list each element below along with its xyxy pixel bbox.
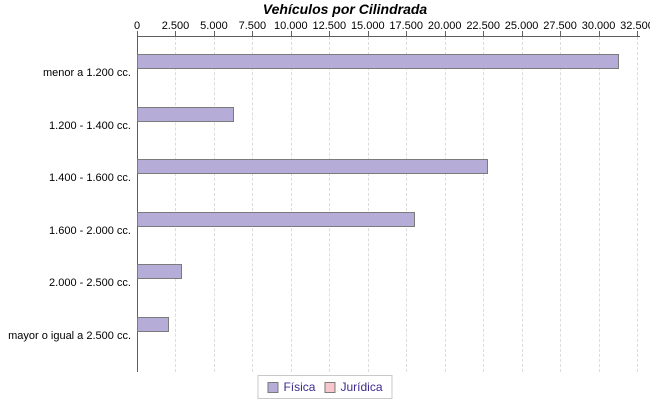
bar-fisica	[137, 264, 182, 280]
x-axis-tick-mark	[406, 31, 408, 36]
legend-swatch-icon	[267, 381, 279, 393]
x-axis-tick-mark	[252, 31, 254, 36]
vertical-gridline	[560, 37, 562, 372]
x-axis-tick-mark	[175, 31, 177, 36]
x-axis-tick-label: 5.000	[200, 20, 228, 32]
legend-item-fisica: Física	[267, 380, 315, 394]
x-axis-tick-mark	[598, 31, 600, 36]
vertical-gridline	[406, 37, 408, 372]
x-axis-tick-label: 25.000	[504, 20, 539, 32]
x-axis-tick-mark	[444, 31, 446, 36]
vertical-gridline	[367, 37, 369, 372]
chart-title: Vehículos por Cilindrada	[262, 1, 428, 17]
legend-swatch-icon	[324, 381, 336, 393]
bar-fisica	[137, 106, 234, 122]
vertical-gridline	[521, 37, 523, 372]
x-axis-tick-mark	[521, 31, 523, 36]
vertical-gridline	[598, 37, 600, 372]
category-label: 1.200 - 1.400 cc.	[49, 119, 131, 132]
x-axis-tick-mark	[483, 31, 485, 36]
legend-item-juridica: Jurídica	[324, 380, 383, 394]
vertical-gridline	[290, 37, 292, 372]
legend-label: Jurídica	[340, 380, 383, 394]
vertical-gridline	[637, 37, 638, 372]
x-axis-tick-label: 15.000	[350, 20, 385, 32]
x-axis-tick-label: 27.500	[543, 20, 577, 32]
x-axis-tick-label: 2.500	[161, 20, 190, 32]
vertical-gridline	[444, 37, 446, 372]
x-axis-tick-label: 30.000	[581, 20, 616, 32]
x-axis-tick-label: 7.500	[238, 20, 267, 32]
y-axis-line	[137, 36, 138, 372]
x-axis-tick-label: 32.500	[620, 20, 650, 32]
x-axis-line	[137, 36, 640, 37]
bar-fisica	[137, 54, 619, 69]
vertical-gridline	[175, 37, 177, 372]
category-label: 1.600 - 2.000 cc.	[49, 224, 131, 237]
x-axis-tick-label: 17.500	[389, 20, 424, 32]
category-label: mayor o igual a 2.500 cc.	[8, 330, 131, 342]
vertical-gridline	[213, 37, 215, 372]
bar-fisica	[137, 211, 415, 227]
bar-fisica	[137, 317, 169, 332]
x-axis-tick-mark	[637, 31, 638, 36]
x-axis-tick-label: 10.000	[274, 20, 308, 32]
vertical-gridline	[252, 37, 254, 372]
x-axis-tick-label: 0	[133, 20, 141, 32]
x-axis-tick-mark	[137, 31, 138, 36]
bar-fisica	[137, 159, 488, 175]
x-axis-tick-label: 22.500	[466, 20, 500, 32]
x-axis-tick-mark	[329, 31, 331, 36]
x-axis-tick-mark	[213, 31, 215, 36]
x-axis-tick-mark	[560, 31, 562, 36]
x-axis-tick-label: 20.000	[427, 20, 462, 32]
x-axis-tick-mark	[367, 31, 369, 36]
legend-label: Física	[283, 380, 316, 394]
x-axis-tick-label: 12.500	[312, 20, 347, 32]
legend: Física Jurídica	[257, 375, 393, 399]
category-label: 1.400 - 1.600 cc.	[49, 172, 131, 185]
category-label: menor a 1.200 cc.	[42, 67, 131, 79]
x-axis-tick-mark	[290, 31, 292, 36]
vertical-gridline	[329, 37, 331, 372]
category-label: 2.000 - 2.500 cc.	[49, 277, 131, 290]
vertical-gridline	[483, 37, 485, 372]
